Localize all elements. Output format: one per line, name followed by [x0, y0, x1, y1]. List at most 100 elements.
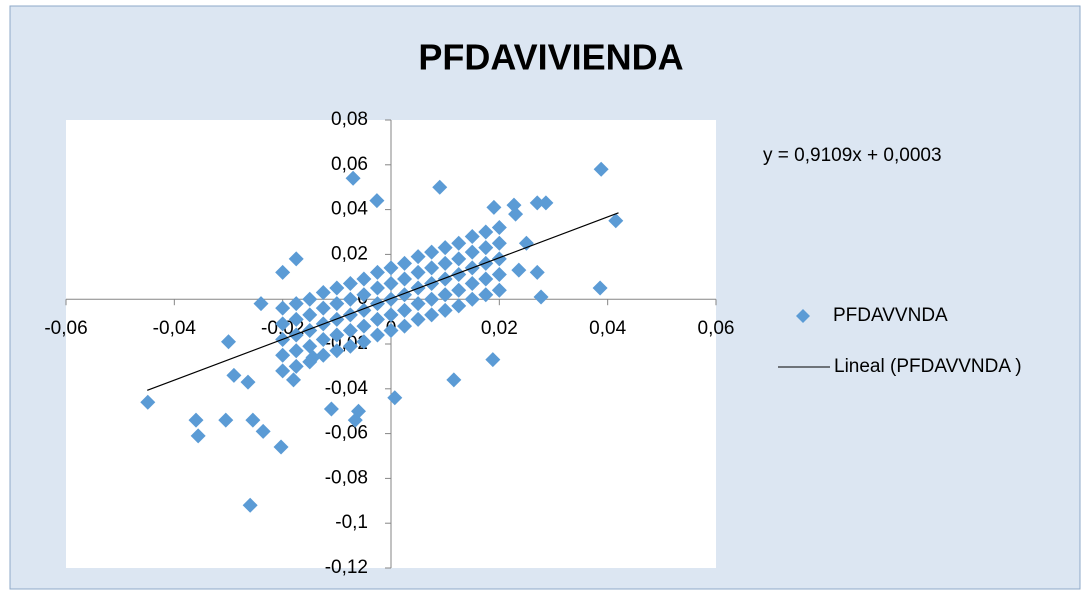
point — [356, 287, 372, 303]
point — [491, 220, 507, 236]
point — [383, 307, 399, 323]
point — [437, 287, 453, 303]
y-tick-label: -0,1 — [335, 512, 368, 533]
point — [140, 394, 156, 410]
point — [275, 347, 291, 363]
point — [432, 179, 448, 195]
point — [323, 401, 339, 417]
point — [329, 296, 345, 312]
point — [329, 343, 345, 359]
point — [383, 291, 399, 307]
point — [273, 439, 289, 455]
y-tick-label: -0,08 — [325, 467, 368, 488]
point — [424, 307, 440, 323]
point — [245, 412, 261, 428]
point — [437, 271, 453, 287]
point — [451, 298, 467, 314]
point — [345, 170, 361, 186]
point — [410, 264, 426, 280]
point — [491, 235, 507, 251]
point — [288, 311, 304, 327]
point — [451, 251, 467, 267]
point — [464, 276, 480, 292]
point — [491, 282, 507, 298]
point — [451, 235, 467, 251]
point — [424, 291, 440, 307]
point — [486, 199, 502, 215]
point — [342, 323, 358, 339]
point — [288, 358, 304, 374]
point — [356, 302, 372, 318]
point — [315, 284, 331, 300]
point — [315, 300, 331, 316]
y-tick-label: -0,12 — [325, 557, 368, 578]
point — [302, 307, 318, 323]
point — [446, 372, 462, 388]
point — [242, 497, 258, 513]
x-tick-label: -0,04 — [153, 318, 197, 339]
point — [369, 280, 385, 296]
point — [397, 271, 413, 287]
point — [437, 240, 453, 256]
point — [464, 228, 480, 244]
point — [275, 264, 291, 280]
point — [593, 161, 609, 177]
point — [275, 316, 291, 332]
y-tick-label: 0,08 — [331, 109, 368, 130]
point — [188, 412, 204, 428]
y-tick-label: -0,06 — [325, 423, 368, 444]
point — [302, 291, 318, 307]
point — [464, 244, 480, 260]
point — [410, 249, 426, 265]
point — [397, 255, 413, 271]
point — [451, 282, 467, 298]
point — [533, 289, 549, 305]
point — [464, 291, 480, 307]
point — [397, 287, 413, 303]
point — [383, 323, 399, 339]
chart-title: PFDAVIVIENDA — [418, 37, 683, 78]
point — [383, 276, 399, 292]
y-tick-label: 0,02 — [331, 243, 368, 264]
point — [288, 251, 304, 267]
point — [342, 338, 358, 354]
point — [240, 374, 256, 390]
point — [369, 327, 385, 343]
point — [491, 267, 507, 283]
point — [518, 235, 534, 251]
point — [529, 195, 545, 211]
point — [511, 262, 527, 278]
legend-label: PFDAVVNDA — [833, 305, 948, 326]
point — [491, 251, 507, 267]
point — [329, 280, 345, 296]
x-tick-label: 0,06 — [698, 318, 735, 339]
legend-marker — [796, 309, 810, 323]
point — [218, 412, 234, 428]
x-tick-label: 0,02 — [481, 318, 518, 339]
point — [437, 255, 453, 271]
x-tick-label: -0,06 — [44, 318, 87, 339]
y-tick-label: 0,06 — [331, 154, 368, 175]
point — [315, 347, 331, 363]
point — [387, 390, 403, 406]
point — [478, 240, 494, 256]
point — [288, 296, 304, 312]
point — [288, 327, 304, 343]
point — [226, 367, 242, 383]
point — [538, 195, 554, 211]
point — [190, 428, 206, 444]
point — [342, 291, 358, 307]
point — [329, 327, 345, 343]
point — [275, 300, 291, 316]
point — [369, 193, 385, 209]
point — [275, 363, 291, 379]
point — [478, 271, 494, 287]
point — [302, 354, 318, 370]
point — [485, 352, 501, 368]
point — [302, 338, 318, 354]
point — [255, 423, 271, 439]
point — [288, 343, 304, 359]
point — [424, 244, 440, 260]
